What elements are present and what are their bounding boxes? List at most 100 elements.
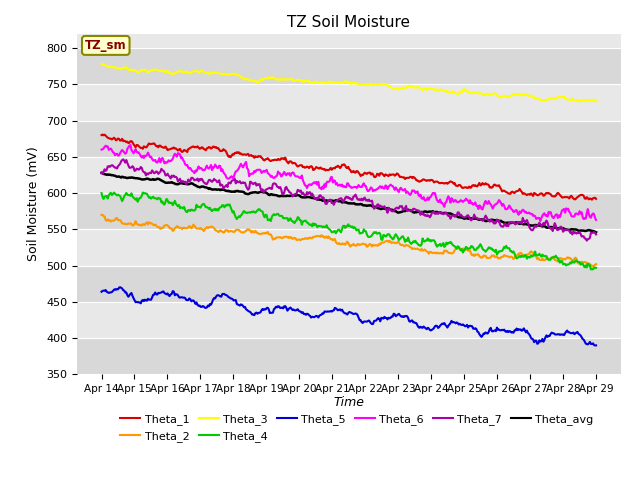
Theta_4 <box>462 244 470 250</box>
Theta_7 <box>253 183 260 189</box>
Bar <box>77 157 621 193</box>
Theta_2 <box>548 254 556 260</box>
Theta_1 <box>253 154 260 160</box>
Bar <box>77 302 621 338</box>
Theta_1 <box>99 132 106 137</box>
Theta_2 <box>592 261 600 267</box>
Legend: Theta_1, Theta_2, Theta_3, Theta_4, Theta_5, Theta_6, Theta_7, Theta_avg: Theta_1, Theta_2, Theta_3, Theta_4, Thet… <box>120 414 593 442</box>
Theta_7 <box>120 156 127 162</box>
Theta_2 <box>589 264 597 269</box>
Theta_1 <box>588 197 596 203</box>
Theta_2 <box>98 212 106 218</box>
Theta_avg <box>98 170 106 176</box>
Line: Theta_5: Theta_5 <box>102 287 596 346</box>
Theta_avg <box>99 170 106 176</box>
Theta_5 <box>591 343 599 348</box>
Theta_7 <box>376 204 383 209</box>
Theta_2 <box>462 246 470 252</box>
Theta_1 <box>462 184 470 190</box>
Theta_7 <box>548 225 556 231</box>
Theta_4 <box>98 190 106 196</box>
Theta_4 <box>548 255 556 261</box>
Theta_3 <box>592 98 600 104</box>
Theta_7 <box>98 170 106 176</box>
Theta_3 <box>547 96 554 102</box>
Theta_3 <box>576 99 584 105</box>
Theta_avg <box>592 229 600 235</box>
Theta_5 <box>307 315 315 321</box>
Theta_7 <box>583 238 591 243</box>
Line: Theta_7: Theta_7 <box>102 159 596 240</box>
Theta_6 <box>127 142 134 148</box>
Text: TZ_sm: TZ_sm <box>85 39 127 52</box>
Theta_5 <box>98 289 106 295</box>
Bar <box>77 229 621 265</box>
Line: Theta_avg: Theta_avg <box>102 173 596 232</box>
Bar <box>77 265 621 302</box>
Theta_5 <box>462 324 470 329</box>
Theta_avg <box>399 208 407 214</box>
Line: Theta_4: Theta_4 <box>102 192 596 269</box>
Theta_4 <box>376 230 383 236</box>
Theta_3 <box>374 82 382 88</box>
Theta_5 <box>253 310 260 315</box>
Theta_avg <box>376 205 383 211</box>
Theta_1 <box>399 174 407 180</box>
Theta_7 <box>462 214 470 220</box>
Bar <box>77 120 621 157</box>
Theta_4 <box>592 265 600 271</box>
Theta_4 <box>139 190 147 195</box>
Line: Theta_2: Theta_2 <box>102 215 596 266</box>
Theta_5 <box>548 330 556 336</box>
Theta_avg <box>253 190 260 195</box>
Theta_6 <box>399 188 407 193</box>
Theta_1 <box>376 173 383 179</box>
Theta_1 <box>592 196 600 202</box>
Theta_6 <box>549 215 557 220</box>
Theta_1 <box>548 193 556 199</box>
Theta_2 <box>399 242 407 248</box>
Theta_4 <box>587 266 595 272</box>
Theta_2 <box>253 229 260 235</box>
Theta_5 <box>376 316 383 322</box>
Theta_3 <box>398 85 406 91</box>
Theta_6 <box>592 217 600 223</box>
Line: Theta_6: Theta_6 <box>102 145 596 221</box>
Line: Theta_3: Theta_3 <box>102 64 596 102</box>
Theta_3 <box>252 79 259 84</box>
Theta_6 <box>98 147 106 153</box>
Bar <box>77 193 621 229</box>
Bar <box>77 338 621 374</box>
Theta_6 <box>253 168 260 173</box>
Bar <box>77 48 621 84</box>
Theta_5 <box>592 343 600 348</box>
X-axis label: Time: Time <box>333 396 364 408</box>
Theta_avg <box>462 215 470 221</box>
Theta_7 <box>399 207 407 213</box>
Y-axis label: Soil Moisture (mV): Soil Moisture (mV) <box>28 146 40 262</box>
Theta_6 <box>536 218 544 224</box>
Theta_4 <box>307 221 315 227</box>
Line: Theta_1: Theta_1 <box>102 134 596 200</box>
Theta_6 <box>462 196 470 202</box>
Theta_7 <box>592 231 600 237</box>
Theta_3 <box>307 79 314 85</box>
Theta_3 <box>98 61 106 67</box>
Title: TZ Soil Moisture: TZ Soil Moisture <box>287 15 410 30</box>
Theta_7 <box>307 192 315 198</box>
Theta_3 <box>461 86 468 92</box>
Theta_4 <box>253 209 260 215</box>
Theta_2 <box>99 212 106 217</box>
Theta_4 <box>399 233 407 239</box>
Theta_avg <box>548 224 556 230</box>
Theta_2 <box>376 241 383 247</box>
Bar <box>77 84 621 120</box>
Theta_6 <box>376 184 383 190</box>
Theta_5 <box>116 284 124 290</box>
Theta_6 <box>307 182 315 188</box>
Theta_1 <box>98 132 106 138</box>
Theta_1 <box>307 163 315 169</box>
Theta_5 <box>399 313 407 319</box>
Theta_2 <box>307 236 315 241</box>
Theta_avg <box>307 195 315 201</box>
